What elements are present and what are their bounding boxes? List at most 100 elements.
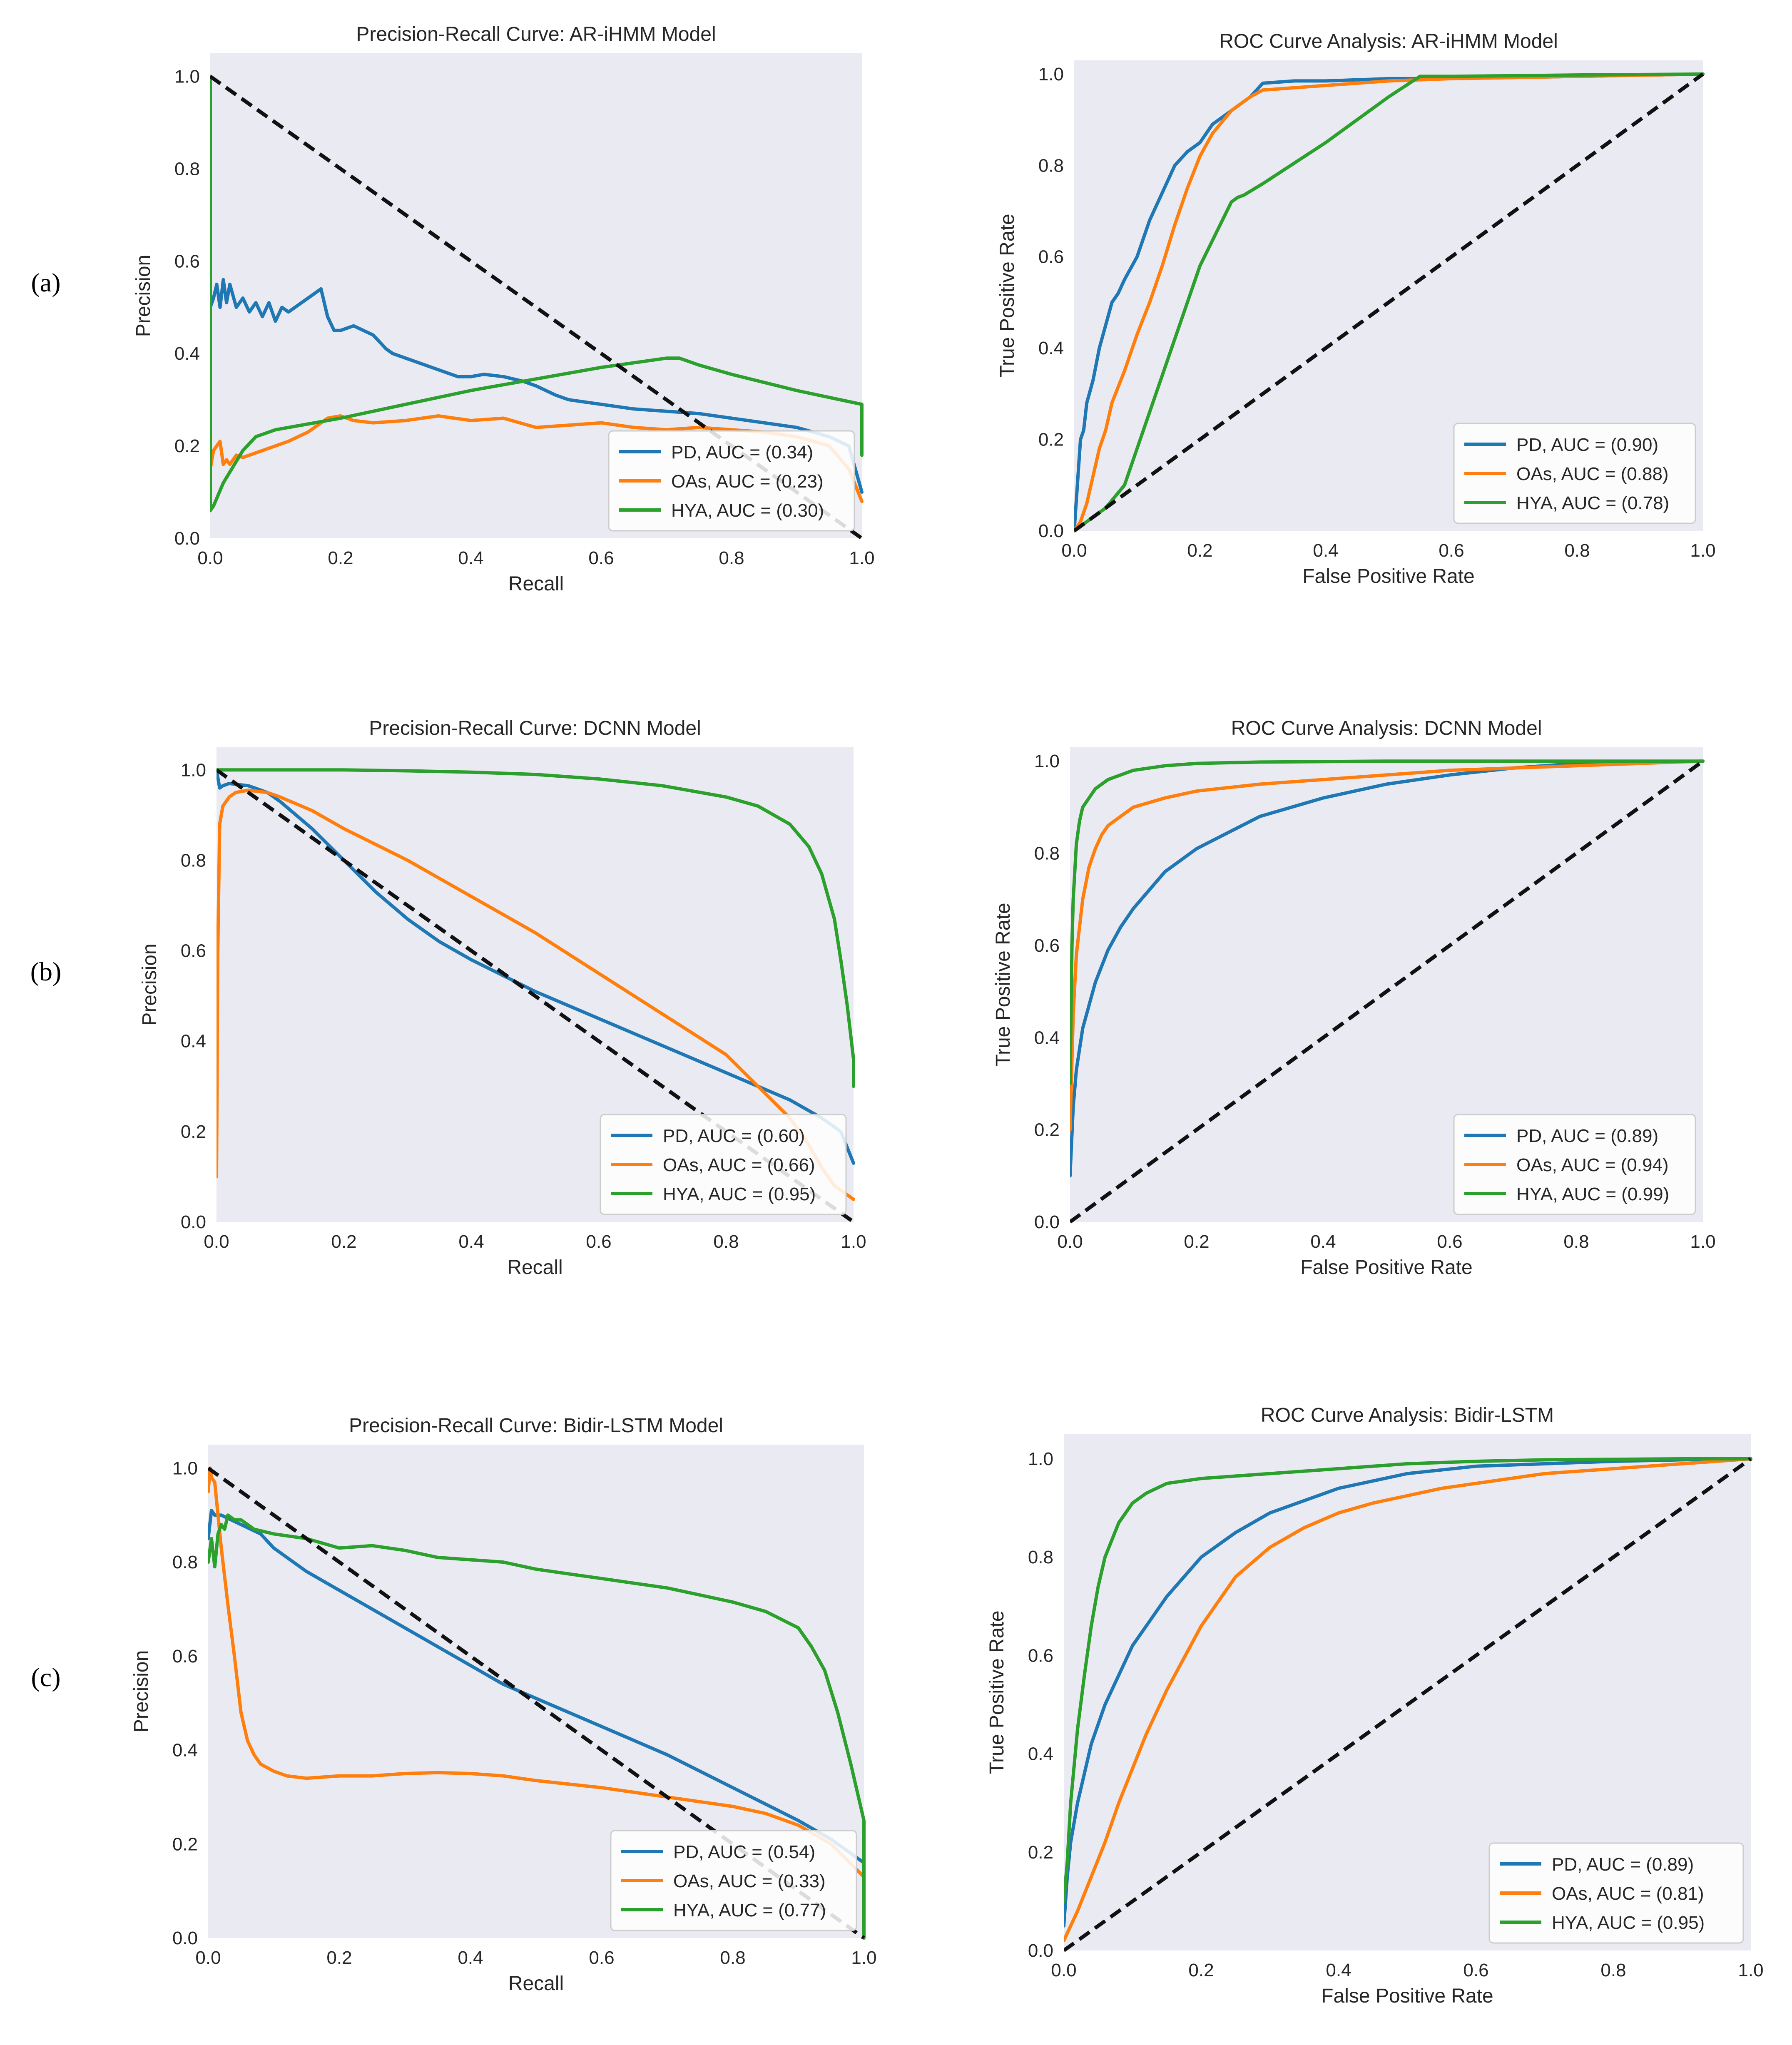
- x-tick-label: 1.0: [849, 548, 874, 568]
- chart-title: ROC Curve Analysis: DCNN Model: [1231, 717, 1542, 739]
- x-tick-label: 0.8: [720, 1948, 745, 1968]
- x-tick-label: 0.6: [589, 1948, 614, 1968]
- legend-entry: PD, AUC = (0.89): [1516, 1126, 1658, 1146]
- x-tick-label: 0.2: [328, 548, 353, 568]
- series-line-0: [1074, 72, 1705, 532]
- x-axis-label: Recall: [508, 573, 564, 595]
- x-tick-label: 0.8: [1564, 540, 1590, 561]
- y-tick-label: 0.8: [1034, 843, 1060, 864]
- chart-5: ROC Curve Analysis: Bidir-LSTM 0.0 0.2 0.4 0…: [986, 1404, 1764, 2007]
- y-tick-label: 0.4: [172, 1740, 198, 1761]
- curves: [210, 75, 864, 540]
- y-tick-label: 0.0: [172, 1928, 198, 1948]
- y-tick-label: 0.4: [1034, 1027, 1060, 1048]
- x-tick-label: 0.2: [1188, 1960, 1214, 1980]
- x-tick-label: 0.2: [1184, 1231, 1209, 1252]
- y-tick-label: 0.6: [1038, 247, 1064, 267]
- legend-entry: HYA, AUC = (0.99): [1516, 1184, 1669, 1204]
- y-tick-label: 0.0: [1028, 1941, 1053, 1961]
- y-tick-label: 0.8: [1038, 155, 1064, 176]
- x-tick-label: 1.0: [851, 1948, 876, 1968]
- series-line-2: [210, 75, 864, 512]
- y-tick-label: 1.0: [1038, 64, 1064, 85]
- y-tick-label: 0.8: [1028, 1547, 1053, 1567]
- series-line-0: [210, 278, 864, 494]
- chart-3: ROC Curve Analysis: DCNN Model 0.0 0.2 0.4 0…: [992, 717, 1716, 1279]
- diagonal-reference-line: [1064, 1457, 1752, 1952]
- x-tick-label: 0.4: [458, 548, 483, 568]
- x-tick-label: 0.6: [1439, 540, 1464, 561]
- series-line-2: [208, 1513, 866, 1940]
- y-tick-label: 0.8: [172, 1552, 198, 1572]
- chart-title: Precision-Recall Curve: Bidir-LSTM Model: [349, 1415, 723, 1437]
- legend: PD, AUC = (0.60) OAs, AUC = (0.66) HYA, AU…: [600, 1114, 847, 1215]
- y-axis-label: True Positive Rate: [996, 214, 1018, 377]
- y-tick-label: 1.0: [1034, 751, 1060, 771]
- x-axis-label: False Positive Rate: [1321, 1985, 1493, 2007]
- chart-title: ROC Curve Analysis: AR-iHMM Model: [1219, 30, 1558, 52]
- legend-entry: OAs, AUC = (0.94): [1516, 1155, 1669, 1175]
- curves: [1074, 72, 1705, 532]
- chart-title: ROC Curve Analysis: Bidir-LSTM: [1261, 1404, 1554, 1426]
- panel-label-c: (c): [31, 1662, 60, 1692]
- legend-box: [1453, 423, 1696, 524]
- y-tick-label: 1.0: [181, 760, 206, 780]
- y-tick-label: 0.0: [174, 528, 200, 549]
- y-axis-label: Precision: [132, 255, 154, 337]
- x-tick-label: 1.0: [1738, 1960, 1763, 1980]
- legend-entry: HYA, AUC = (0.78): [1516, 493, 1669, 513]
- curves: [1064, 1457, 1752, 1952]
- legend-box: [600, 1114, 847, 1215]
- series-line-2: [1064, 1457, 1752, 1903]
- legend-entry: PD, AUC = (0.89): [1552, 1854, 1694, 1875]
- y-tick-label: 0.0: [1038, 521, 1064, 541]
- y-tick-label: 0.2: [174, 436, 200, 456]
- legend-box: [610, 1830, 857, 1931]
- chart-2: Precision-Recall Curve: DCNN Model 0.0 0.2…: [139, 717, 866, 1279]
- x-tick-label: 0.8: [1600, 1960, 1626, 1980]
- legend-box: [1488, 1842, 1744, 1944]
- legend-entry: OAs, AUC = (0.66): [663, 1155, 815, 1175]
- x-tick-label: 0.6: [586, 1231, 611, 1252]
- x-tick-label: 0.0: [195, 1948, 221, 1968]
- y-tick-label: 0.6: [1034, 935, 1060, 956]
- series-line-1: [1070, 759, 1705, 1132]
- curves: [1070, 759, 1705, 1224]
- y-tick-label: 1.0: [1028, 1449, 1053, 1469]
- y-tick-label: 0.6: [1028, 1645, 1053, 1666]
- x-tick-label: 0.4: [1313, 540, 1338, 561]
- x-tick-label: 0.4: [458, 1231, 484, 1252]
- x-tick-label: 0.2: [326, 1948, 352, 1968]
- x-tick-label: 1.0: [1690, 540, 1715, 561]
- y-axis-label: Precision: [139, 943, 161, 1025]
- y-tick-label: 0.2: [172, 1834, 198, 1854]
- chart-0: Precision-Recall Curve: AR-iHMM Model 0.0…: [132, 23, 875, 595]
- x-axis-label: False Positive Rate: [1300, 1256, 1473, 1279]
- y-tick-label: 0.2: [181, 1122, 206, 1142]
- y-tick-label: 1.0: [172, 1458, 198, 1478]
- legend: PD, AUC = (0.89) OAs, AUC = (0.81) HYA, AU…: [1488, 1842, 1744, 1944]
- legend-entry: PD, AUC = (0.34): [671, 442, 813, 463]
- chart-1: ROC Curve Analysis: AR-iHMM Model 0.0 0.2 0…: [996, 30, 1716, 587]
- panel-label-b: (b): [30, 957, 62, 986]
- x-tick-label: 0.4: [1310, 1231, 1336, 1252]
- y-tick-label: 0.8: [174, 159, 200, 179]
- x-axis-label: Recall: [507, 1256, 562, 1279]
- x-tick-label: 0.2: [331, 1231, 356, 1252]
- x-tick-label: 0.0: [1057, 1231, 1083, 1252]
- y-axis-label: Precision: [130, 1650, 152, 1732]
- legend-box: [1453, 1114, 1696, 1215]
- y-tick-label: 0.2: [1028, 1842, 1053, 1863]
- x-tick-label: 0.0: [1061, 540, 1087, 561]
- x-tick-label: 0.6: [1463, 1960, 1488, 1980]
- series-line-2: [1074, 72, 1705, 532]
- x-tick-label: 0.8: [719, 548, 744, 568]
- legend-entry: HYA, AUC = (0.30): [671, 500, 824, 521]
- x-tick-label: 0.4: [1326, 1960, 1351, 1980]
- chart-title: Precision-Recall Curve: DCNN Model: [369, 717, 701, 739]
- series-line-2: [1070, 759, 1705, 1085]
- y-tick-label: 0.4: [1028, 1744, 1053, 1764]
- series-line-2: [217, 768, 855, 1088]
- legend-entry: PD, AUC = (0.90): [1516, 435, 1658, 455]
